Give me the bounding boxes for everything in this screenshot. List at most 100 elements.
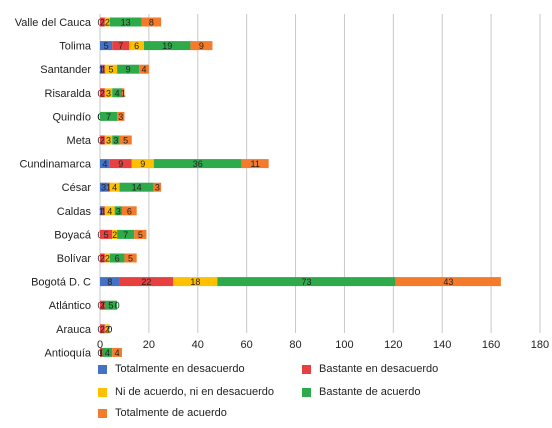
bar-segment xyxy=(100,159,110,169)
category-label: Bolívar xyxy=(57,253,92,265)
data-label: 3 xyxy=(101,183,106,193)
data-label: 8 xyxy=(149,18,154,28)
bar-segment xyxy=(100,17,105,27)
x-tick-label: 20 xyxy=(143,339,155,351)
bar-segment xyxy=(119,277,174,287)
bar-segment xyxy=(109,159,132,169)
bar-segment xyxy=(100,347,103,357)
category-label: Tolima xyxy=(59,41,92,53)
bar-segment xyxy=(131,159,154,169)
category-label: Bogotá D. C xyxy=(31,277,91,289)
bar-segment xyxy=(100,300,105,310)
bar-segment xyxy=(134,229,147,239)
data-label: 2 xyxy=(100,254,105,264)
data-label: 9 xyxy=(118,159,123,169)
data-label: 1 xyxy=(99,206,104,216)
bar-segment xyxy=(117,111,125,121)
bar-segment xyxy=(109,182,120,192)
bar-segment xyxy=(121,206,137,216)
bar-segment xyxy=(104,253,110,263)
x-tick-label: 100 xyxy=(335,339,353,351)
bar-segment xyxy=(117,229,135,239)
data-label: 2 xyxy=(100,324,105,334)
data-label: 6 xyxy=(127,206,132,216)
x-tick-label: 160 xyxy=(482,339,500,351)
data-label: 5 xyxy=(108,301,113,311)
data-label: 5 xyxy=(104,230,109,240)
data-label: 2 xyxy=(112,230,117,240)
category-label: Boyacá xyxy=(54,229,92,241)
data-label: 13 xyxy=(121,18,131,28)
data-label: 8 xyxy=(107,277,112,287)
category-label: Cundinamarca xyxy=(19,159,91,171)
bar-segment xyxy=(104,324,110,334)
x-tick-label: 40 xyxy=(192,339,204,351)
bar-segment xyxy=(104,135,113,145)
data-label: 0 xyxy=(107,324,112,334)
bar-segment xyxy=(112,135,120,145)
bar-segment xyxy=(100,88,105,98)
bar-segment xyxy=(119,182,154,192)
category-label: Valle del Cauca xyxy=(15,17,92,29)
bar-segment xyxy=(112,41,130,51)
data-label: 4 xyxy=(102,159,107,169)
data-label: 9 xyxy=(140,159,145,169)
data-label: 1 xyxy=(101,65,106,75)
data-label: 22 xyxy=(141,277,151,287)
category-label: Antioquía xyxy=(45,347,92,359)
data-label: 0 xyxy=(115,301,120,311)
x-tick-label: 140 xyxy=(433,339,451,351)
data-label: 14 xyxy=(132,183,142,193)
data-label: 3 xyxy=(118,112,123,122)
bar-segment xyxy=(100,182,108,192)
bar-segment xyxy=(139,64,149,74)
data-label: 6 xyxy=(115,254,120,264)
data-label: 1 xyxy=(99,65,104,75)
bar-segment xyxy=(141,17,162,27)
data-label: 4 xyxy=(115,348,120,358)
bar-segment xyxy=(100,253,105,263)
category-label: Caldas xyxy=(57,206,92,218)
category-label: Risaralda xyxy=(45,88,92,100)
data-label: 5 xyxy=(123,136,128,146)
data-label: 3 xyxy=(106,136,111,146)
data-label: 1 xyxy=(121,88,126,98)
data-label: 2 xyxy=(100,18,105,28)
data-label: 4 xyxy=(115,88,120,98)
x-tick-label: 120 xyxy=(384,339,402,351)
bar-segment xyxy=(100,229,113,239)
bar-segment xyxy=(100,277,120,287)
bar-segment xyxy=(100,41,113,51)
bar-segment xyxy=(107,182,110,192)
data-label: 4 xyxy=(112,183,117,193)
data-label: 6 xyxy=(134,41,139,51)
data-label: 9 xyxy=(199,41,204,51)
data-label: 43 xyxy=(443,277,453,287)
bar-segment xyxy=(129,41,144,51)
data-label: 36 xyxy=(193,159,203,169)
bar-segment xyxy=(104,64,118,74)
category-label: Santander xyxy=(40,64,91,76)
data-label: 3 xyxy=(113,136,118,146)
bar-segment xyxy=(153,159,242,169)
bar-segment xyxy=(100,111,118,121)
bar-segment xyxy=(104,206,115,216)
data-label: 0 xyxy=(107,324,112,334)
data-label: 3 xyxy=(106,88,111,98)
bar-segment xyxy=(104,300,118,310)
data-label: 4 xyxy=(141,65,146,75)
data-label: 1 xyxy=(99,348,104,358)
bar-segment xyxy=(112,88,122,98)
data-label: 2 xyxy=(105,324,110,334)
bar-segment xyxy=(100,206,103,216)
bar-segment xyxy=(104,88,113,98)
bar-segment xyxy=(217,277,396,287)
data-label: 3 xyxy=(155,183,160,193)
bar-segment xyxy=(112,229,118,239)
data-label: 7 xyxy=(118,41,123,51)
bar-segment xyxy=(121,88,125,98)
x-tick-label: 0 xyxy=(97,339,103,351)
bar-segment xyxy=(117,64,140,74)
data-label: 7 xyxy=(106,112,111,122)
